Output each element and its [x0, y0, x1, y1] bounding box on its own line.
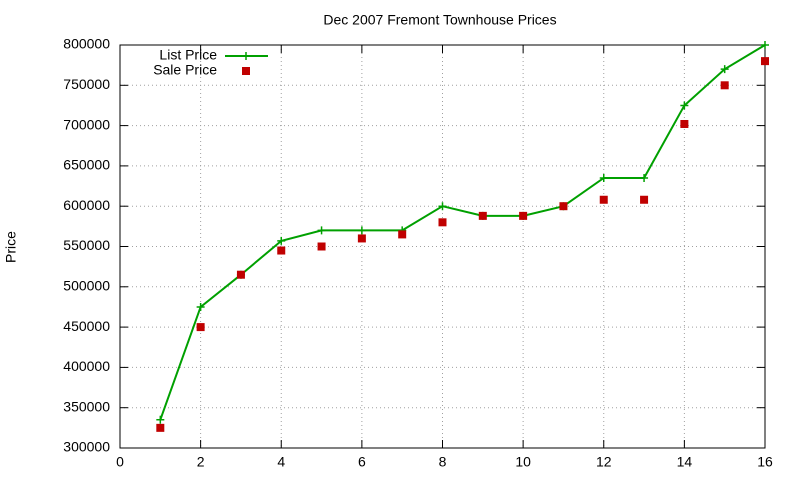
point — [438, 218, 447, 227]
point — [640, 195, 649, 204]
point — [720, 81, 729, 90]
x-tick-label: 12 — [596, 454, 612, 470]
point — [680, 101, 689, 110]
legend-label: List Price — [159, 47, 217, 63]
point — [640, 173, 649, 182]
legend-marker — [242, 52, 250, 60]
point — [438, 202, 447, 211]
y-tick-label: 800000 — [63, 36, 110, 52]
y-tick-label: 450000 — [63, 318, 110, 334]
point — [277, 236, 286, 245]
y-tick-label: 400000 — [63, 358, 110, 374]
y-tick-label: 650000 — [63, 157, 110, 173]
x-tick-label: 4 — [277, 454, 285, 470]
plot-frame — [119, 44, 766, 449]
x-tick-label: 8 — [439, 454, 447, 470]
y-tick-label: 550000 — [63, 237, 110, 253]
chart-title: Dec 2007 Fremont Townhouse Prices — [323, 12, 556, 28]
point — [559, 202, 568, 211]
point — [196, 302, 205, 311]
legend-marker — [242, 67, 250, 75]
y-tick-label: 500000 — [63, 278, 110, 294]
x-tick-label: 6 — [358, 454, 366, 470]
point — [277, 246, 286, 255]
y-tick-label: 750000 — [63, 76, 110, 92]
point — [680, 119, 689, 128]
legend-label: Sale Price — [153, 62, 217, 78]
x-tick-label: 0 — [116, 454, 124, 470]
point — [720, 65, 729, 74]
y-axis-label: Price — [3, 231, 19, 263]
point — [357, 234, 366, 243]
point — [156, 415, 165, 424]
point — [599, 195, 608, 204]
point — [478, 211, 487, 220]
point — [599, 173, 608, 182]
point — [196, 323, 205, 332]
point — [357, 226, 366, 235]
point — [156, 423, 165, 432]
point — [317, 242, 326, 251]
point — [317, 226, 326, 235]
point — [398, 230, 407, 239]
x-tick-label: 14 — [677, 454, 693, 470]
point — [519, 211, 528, 220]
point — [236, 270, 245, 279]
point — [761, 41, 769, 49]
y-tick-label: 700000 — [63, 116, 110, 132]
x-tick-label: 16 — [757, 454, 773, 470]
y-tick-label: 300000 — [63, 439, 110, 455]
y-tick-label: 600000 — [63, 197, 110, 213]
x-tick-label: 10 — [515, 454, 531, 470]
point — [761, 57, 769, 66]
line — [159, 44, 766, 421]
x-tick-label: 2 — [197, 454, 205, 470]
y-tick-label: 350000 — [63, 398, 110, 414]
